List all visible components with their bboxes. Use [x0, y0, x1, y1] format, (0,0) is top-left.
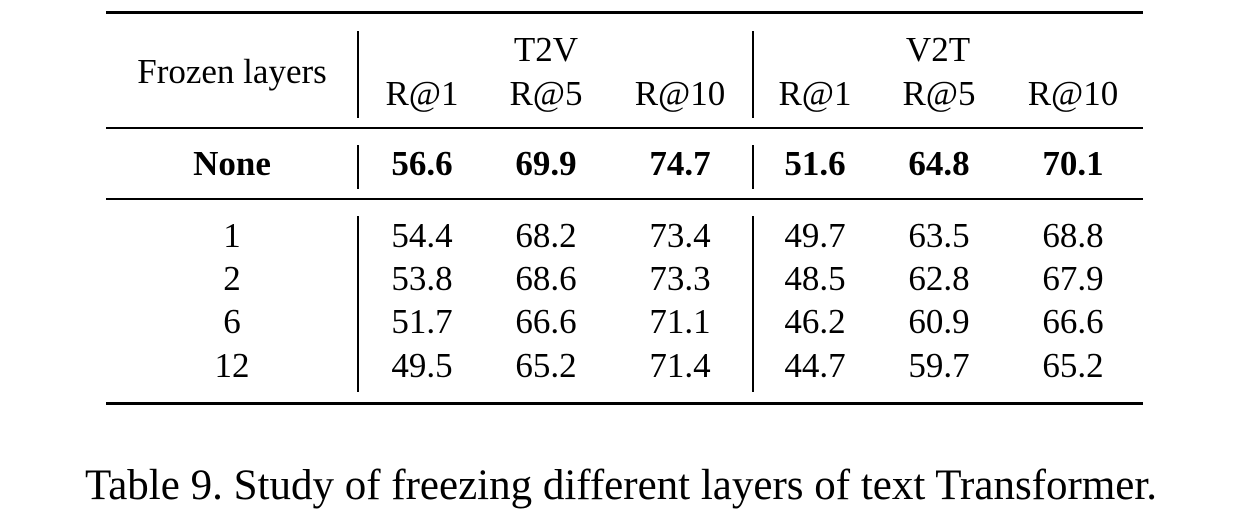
table-cell: 51.7 [391, 302, 453, 341]
row-label: 2 [223, 259, 241, 298]
vline-label-baseline [357, 145, 359, 189]
metric-header-v2t-r10: R@10 [1027, 74, 1119, 113]
header-rule [106, 127, 1143, 129]
table-cell: 46.2 [784, 302, 846, 341]
baseline-value: 64.8 [908, 144, 970, 183]
metric-header-v2t-r5: R@5 [902, 74, 976, 113]
row-label: 12 [214, 346, 250, 385]
baseline-value: 56.6 [391, 144, 453, 183]
vline-group-baseline [752, 145, 754, 189]
bottom-rule [106, 402, 1143, 405]
baseline-value: 51.6 [784, 144, 846, 183]
table-cell: 68.8 [1042, 216, 1104, 255]
metric-header-t2v-r1: R@1 [385, 74, 459, 113]
metric-header-t2v-r10: R@10 [634, 74, 726, 113]
table-cell: 62.8 [908, 259, 970, 298]
table-cell: 68.6 [515, 259, 577, 298]
table-cell: 65.2 [1042, 346, 1104, 385]
table-cell: 53.8 [391, 259, 453, 298]
table-cell: 71.1 [649, 302, 711, 341]
baseline-value: 74.7 [649, 144, 711, 183]
table-cell: 48.5 [784, 259, 846, 298]
table-cell: 49.5 [391, 346, 453, 385]
vline-label-header [357, 31, 359, 118]
baseline-rule [106, 198, 1143, 200]
table-cell: 71.4 [649, 346, 711, 385]
group-label-t2v: T2V [513, 30, 579, 69]
row-label: 6 [223, 302, 241, 341]
table-cell: 54.4 [391, 216, 453, 255]
table-cell: 65.2 [515, 346, 577, 385]
table-cell: 73.4 [649, 216, 711, 255]
table-cell: 59.7 [908, 346, 970, 385]
top-rule [106, 11, 1143, 14]
table-cell: 60.9 [908, 302, 970, 341]
table-cell: 66.6 [515, 302, 577, 341]
table-caption: Table 9. Study of freezing different lay… [84, 462, 1158, 509]
table-cell: 73.3 [649, 259, 711, 298]
vline-label-body [357, 216, 359, 392]
group-label-v2t: V2T [905, 30, 971, 69]
table-cell: 63.5 [908, 216, 970, 255]
vline-group-header [752, 31, 754, 118]
baseline-label: None [193, 144, 271, 183]
metric-header-v2t-r1: R@1 [778, 74, 852, 113]
table-cell: 68.2 [515, 216, 577, 255]
metric-header-t2v-r5: R@5 [509, 74, 583, 113]
table-cell: 66.6 [1042, 302, 1104, 341]
row-header-label: Frozen layers [137, 52, 327, 91]
row-label: 1 [223, 216, 241, 255]
table-cell: 67.9 [1042, 259, 1104, 298]
table-cell: 44.7 [784, 346, 846, 385]
baseline-value: 70.1 [1042, 144, 1104, 183]
table-cell: 49.7 [784, 216, 846, 255]
baseline-value: 69.9 [515, 144, 577, 183]
vline-group-body [752, 216, 754, 392]
